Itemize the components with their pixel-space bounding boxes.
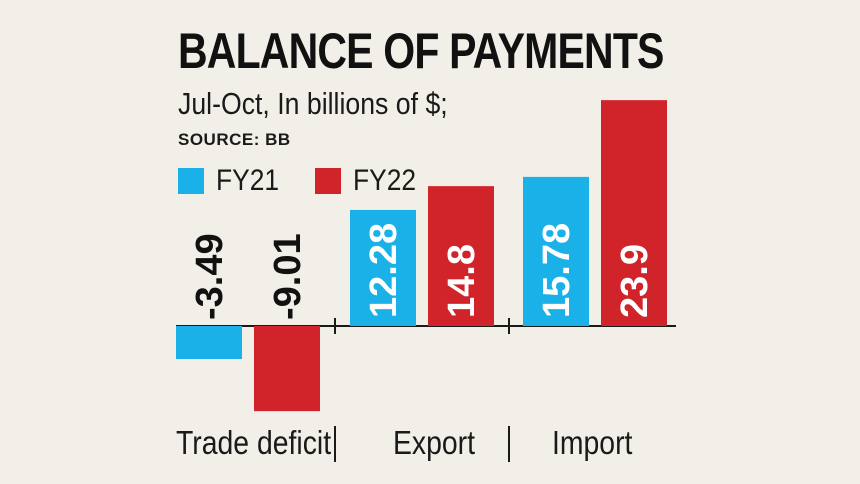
bar-fy21-trade-deficit (176, 326, 242, 359)
category-label-trade-deficit: Trade deficit (176, 424, 332, 461)
legend-label-fy22: FY22 (353, 164, 417, 197)
data-label-fy21-export: 12.28 (363, 223, 405, 318)
legend-item-fy21: FY21 (178, 164, 288, 197)
bar-fy22-trade-deficit (254, 326, 320, 412)
category-label-export: Export (393, 424, 476, 461)
legend-label-fy21: FY21 (216, 164, 280, 197)
legend-swatch-fy21 (178, 168, 204, 194)
bar-fy21-export (350, 209, 416, 326)
data-label-fy21-trade-deficit: -3.49 (189, 233, 231, 320)
chart-subtitle: Jul-Oct, In billions of $; (178, 86, 448, 121)
data-label-fy22-trade-deficit: -9.01 (267, 233, 309, 320)
legend-item-fy22: FY22 (315, 164, 425, 197)
category-separator (334, 426, 336, 462)
legend-swatch-fy22 (315, 168, 341, 194)
data-label-fy22-export: 14.8 (441, 244, 483, 318)
category-label-import: Import (552, 424, 633, 461)
category-separator (508, 426, 510, 462)
data-label-fy22-import: 23.9 (614, 244, 656, 318)
bar-fy21-import (523, 176, 589, 326)
bar-fy22-import (601, 100, 667, 327)
chart-source: SOURCE: BB (178, 130, 291, 149)
bar-fy22-export (428, 186, 494, 326)
chart-title: BALANCE OF PAYMENTS (178, 23, 664, 79)
data-label-fy21-import: 15.78 (536, 223, 578, 318)
